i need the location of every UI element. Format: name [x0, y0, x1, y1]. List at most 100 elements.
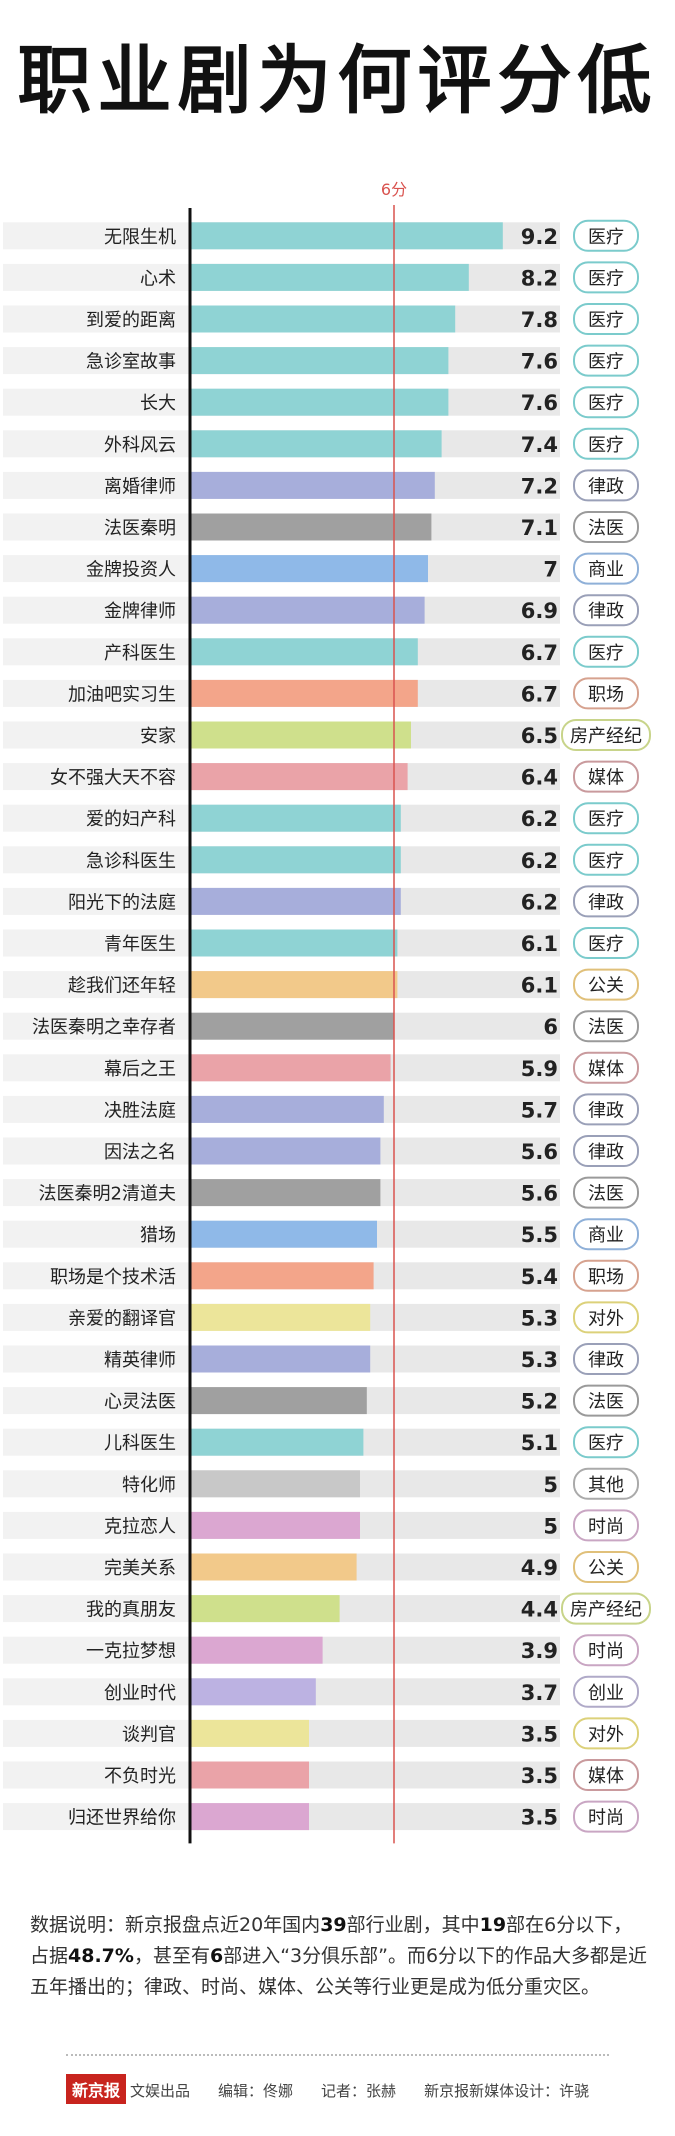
- industry-badge: [573, 552, 639, 585]
- value-label: 5.3: [521, 1306, 558, 1330]
- industry-label: 时尚: [588, 1641, 624, 1662]
- industry-label: 职场: [588, 1267, 624, 1288]
- bar: [190, 1012, 394, 1040]
- value-label: 5.6: [521, 1182, 558, 1206]
- category-label: 儿科医生: [104, 1433, 176, 1454]
- row-label-bg: [3, 1345, 190, 1373]
- category-label: 一克拉梦想: [86, 1641, 176, 1662]
- industry-badge: [573, 635, 639, 668]
- value-label: 6.2: [521, 807, 558, 831]
- category-label: 特化师: [122, 1475, 176, 1496]
- industry-badge: [561, 719, 651, 751]
- industry-label: 医疗: [588, 268, 624, 289]
- row-label-bg: [3, 763, 190, 791]
- industry-badge: [573, 1010, 639, 1043]
- row-label-bg: [3, 1553, 190, 1581]
- value-label: 5: [543, 1514, 558, 1538]
- footer-reporter: 记者：张赫: [321, 2082, 397, 2100]
- value-label: 3.5: [521, 1722, 558, 1746]
- industry-badge: [573, 885, 639, 918]
- bar: [190, 1095, 384, 1123]
- note-percent: 48.7%: [68, 1945, 134, 1967]
- bar: [190, 1220, 377, 1248]
- data-note: 数据说明：新京报盘点近20年国内39部行业剧，其中19部在6分以下，占据48.7…: [30, 1910, 650, 2003]
- category-label: 趁我们还年轻: [68, 976, 176, 997]
- value-label: 7.4: [521, 433, 558, 457]
- category-label: 爱的妇产科: [86, 809, 176, 830]
- category-label: 归还世界给你: [68, 1808, 176, 1829]
- industry-badge: [573, 927, 639, 959]
- industry-label: 律政: [588, 1142, 624, 1163]
- industry-label: 媒体: [588, 768, 624, 789]
- row-label-bg: [3, 887, 190, 915]
- category-label: 猎场: [140, 1225, 176, 1246]
- industry-badge: [573, 1675, 639, 1708]
- note-count-total: 39: [320, 1914, 347, 1936]
- row-label-bg: [3, 1220, 190, 1248]
- industry-label: 律政: [588, 601, 624, 622]
- category-label: 外科风云: [104, 435, 176, 456]
- category-label: 离婚律师: [104, 476, 176, 497]
- industry-label: 医疗: [588, 227, 624, 248]
- industry-label: 公关: [588, 1558, 624, 1579]
- category-label: 决胜法庭: [104, 1100, 176, 1121]
- industry-label: 医疗: [588, 310, 624, 331]
- footer-designer: 新京报新媒体设计：许骁: [424, 2082, 590, 2100]
- category-label: 法医秦明: [104, 518, 176, 539]
- value-label: 7.6: [521, 350, 558, 374]
- industry-label: 公关: [588, 976, 624, 997]
- category-label: 安家: [140, 726, 176, 747]
- category-label: 心灵法医: [104, 1392, 176, 1413]
- value-label: 5.5: [521, 1223, 558, 1247]
- bar: [190, 1387, 367, 1415]
- category-label: 创业时代: [104, 1683, 176, 1704]
- category-label: 精英律师: [104, 1350, 176, 1371]
- bar: [190, 638, 418, 666]
- industry-badge: [573, 1717, 639, 1750]
- value-label: 6.7: [521, 682, 558, 706]
- industry-badge: [573, 1384, 639, 1417]
- page-title: 职业剧为何评分低: [17, 38, 658, 124]
- value-label: 6.1: [521, 932, 558, 956]
- industry-badge: [573, 427, 639, 460]
- bar: [190, 1553, 357, 1581]
- industry-label: 医疗: [588, 1433, 624, 1454]
- industry-badge: [573, 469, 639, 502]
- industry-badge: [573, 1135, 639, 1167]
- industry-badge: [573, 1800, 639, 1833]
- industry-label: 医疗: [588, 393, 624, 414]
- value-label: 5.6: [521, 1140, 558, 1164]
- industry-label: 房产经纪: [570, 1600, 642, 1621]
- value-label: 5.7: [521, 1098, 558, 1122]
- industry-label: 媒体: [588, 1766, 624, 1787]
- industry-label: 媒体: [588, 1059, 624, 1080]
- industry-badge: [573, 219, 639, 252]
- bar: [190, 679, 418, 707]
- bar: [190, 388, 449, 416]
- note-text-5: 部进入“3分俱乐部”。而6分以下的作品大多都是近五年播出的；律政、时尚、媒体、公…: [30, 1945, 648, 1998]
- bar: [190, 1636, 323, 1664]
- bar: [190, 804, 401, 832]
- industry-badge: [561, 1592, 651, 1625]
- row-label-bg: [3, 1719, 190, 1747]
- bar: [190, 971, 398, 999]
- value-label: 6.7: [521, 641, 558, 665]
- row-label-bg: [3, 471, 190, 499]
- industry-label: 商业: [588, 560, 624, 581]
- industry-label: 医疗: [588, 435, 624, 456]
- industry-label: 对外: [588, 1308, 624, 1329]
- row-label-bg: [3, 804, 190, 832]
- footer-editor: 编辑：佟娜: [218, 2082, 294, 2100]
- value-label: 5.9: [521, 1057, 558, 1081]
- category-label: 长大: [140, 393, 176, 414]
- row-label-bg: [3, 222, 190, 250]
- industry-badge: [573, 344, 639, 377]
- bar: [190, 1678, 316, 1706]
- industry-label: 职场: [588, 684, 624, 705]
- category-label: 克拉恋人: [104, 1515, 176, 1537]
- category-label: 完美关系: [104, 1558, 176, 1579]
- industry-label: 时尚: [588, 1808, 624, 1829]
- industry-badge: [573, 1259, 639, 1292]
- bar: [190, 721, 411, 749]
